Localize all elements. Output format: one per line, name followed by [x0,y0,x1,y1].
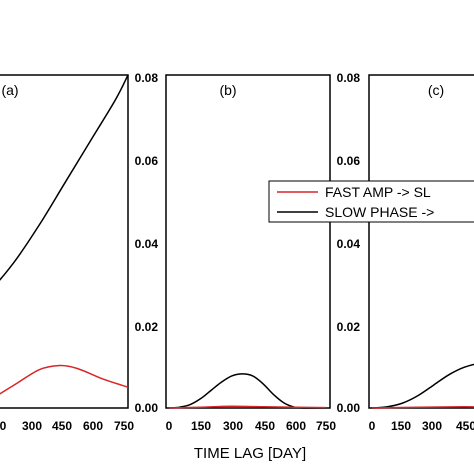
panel-c-x-tick: 150 [391,419,411,433]
panel-c-y-tick: 0.06 [337,154,361,168]
panel-b-y-tick: 0.06 [135,154,159,168]
panel-c-x-ticks: 0 150 300 450 [369,419,474,433]
panel-c: (c) 0.08 0.06 0.04 0.02 0.00 0 150 300 4… [337,71,474,433]
panel-b-x-tick: 300 [223,419,243,433]
panel-c-y-ticks: 0.08 0.06 0.04 0.02 0.00 [337,71,361,415]
panel-a-series [0,74,129,395]
legend: FAST AMP -> SL SLOW PHASE -> [268,180,474,223]
panel-a-x-tick: 450 [52,419,72,433]
panel-b-x-tick: 0 [166,419,173,433]
panel-b-red-series-line [168,405,327,409]
panel-a-x-tick: 750 [114,419,134,433]
panel-b-x-ticks: 0 150 300 450 600 750 [166,419,337,433]
panel-b-frame [165,74,331,409]
panel-c-series [371,363,474,409]
panel-b-y-tick: 0.08 [135,71,159,85]
legend-entry-label: FAST AMP -> SL [325,184,431,200]
panel-b-series [168,373,327,409]
panel-a-black-series-line [0,74,129,281]
panel-b-y-tick: 0.00 [135,401,159,415]
panel-c-x-tick: 300 [422,419,442,433]
panel-c-y-tick: 0.04 [337,237,361,251]
panel-a-red-series-line [0,364,129,395]
panel-a-frame [0,74,129,409]
panel-c-y-tick: 0.02 [337,320,361,334]
panel-c-black-series-line [371,363,474,409]
panel-b: (b) 0.08 0.06 0.04 0.02 0.00 0 150 300 4… [135,71,337,433]
panel-a-x-tick: 300 [22,419,42,433]
panel-b-x-tick: 450 [255,419,275,433]
panel-c-label: (c) [428,82,444,98]
panel-b-black-series-line [168,373,326,409]
panel-a-x-tick: 0 [0,419,7,433]
panel-b-label: (b) [219,82,236,98]
panel-c-red-series-line [371,406,474,409]
panel-b-y-ticks: 0.08 0.06 0.04 0.02 0.00 [135,71,159,415]
panel-a-x-tick: 600 [83,419,103,433]
panel-c-y-tick: 0.08 [337,71,361,85]
panel-c-y-tick: 0.00 [337,401,361,415]
panel-b-x-tick: 600 [286,419,306,433]
panel-b-x-tick: 750 [316,419,336,433]
panel-c-frame [368,74,474,409]
x-axis-title: TIME LAG [DAY] [194,445,306,462]
panel-c-x-tick: 450 [456,419,474,433]
panel-a-label: (a) [1,82,18,98]
panel-b-y-tick: 0.02 [135,320,159,334]
panel-c-x-tick: 0 [369,419,376,433]
panel-b-x-tick: 150 [191,419,211,433]
legend-entry-label: SLOW PHASE -> [325,204,434,220]
panel-a-x-ticks: 0 300 450 600 750 [0,419,134,433]
panel-a: (a) 0 300 450 600 750 [0,74,134,433]
legend-box [268,180,474,223]
panel-b-y-tick: 0.04 [135,237,159,251]
